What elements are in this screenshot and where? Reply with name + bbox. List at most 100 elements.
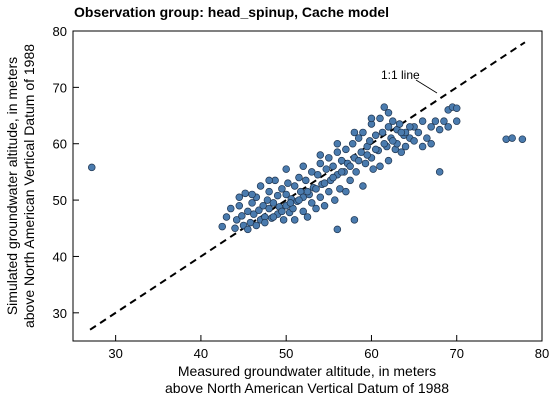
- data-point: [508, 134, 516, 142]
- reference-line-group: [89, 41, 526, 331]
- data-point: [88, 163, 96, 172]
- data-point: [354, 134, 363, 142]
- data-point: [279, 216, 288, 224]
- data-point: [303, 213, 312, 221]
- data-point: [246, 218, 255, 227]
- data-point: [367, 114, 376, 123]
- data-point: [346, 162, 354, 171]
- data-point: [414, 128, 423, 137]
- data-point: [354, 156, 363, 165]
- y-tick-label: 60: [53, 137, 67, 152]
- data-point: [273, 191, 282, 200]
- data-point: [384, 156, 393, 165]
- reference-line-leader: [415, 79, 438, 94]
- data-point: [435, 168, 444, 176]
- data-point: [278, 207, 286, 216]
- data-point: [397, 148, 406, 156]
- data-point: [329, 162, 337, 171]
- data-point: [248, 190, 256, 199]
- data-point: [238, 212, 246, 220]
- data-point: [357, 148, 365, 156]
- x-tick-label: 50: [279, 346, 293, 361]
- x-tick-label: 70: [449, 346, 463, 361]
- data-point: [322, 165, 331, 173]
- data-points: [88, 103, 527, 234]
- data-point: [232, 216, 241, 224]
- data-point: [299, 162, 307, 171]
- data-point: [444, 123, 452, 131]
- data-point: [359, 182, 367, 190]
- data-point: [350, 216, 359, 224]
- data-point: [371, 131, 380, 140]
- data-point: [325, 154, 333, 162]
- data-point: [502, 135, 510, 143]
- data-point: [435, 125, 444, 134]
- data-point: [329, 173, 337, 182]
- data-point: [406, 123, 414, 131]
- data-point: [302, 176, 310, 185]
- data-point: [265, 204, 273, 213]
- data-point: [295, 196, 303, 204]
- y-axis-label-line1: Simulated groundwater altitude, in meter…: [4, 57, 20, 315]
- y-axis-label-line2: above North American Vertical Datum of 1…: [21, 44, 37, 328]
- x-axis-label-line2: above North American Vertical Datum of 1…: [165, 380, 449, 396]
- data-point: [369, 165, 377, 173]
- data-point: [350, 128, 359, 137]
- data-point: [261, 218, 269, 227]
- y-tick-label: 80: [53, 24, 67, 39]
- data-point: [244, 225, 252, 234]
- data-point: [418, 117, 427, 125]
- data-point: [452, 104, 461, 112]
- data-point: [308, 168, 316, 176]
- data-point: [365, 137, 374, 145]
- data-point: [269, 199, 278, 207]
- y-tick-label: 50: [53, 193, 67, 208]
- data-point: [378, 128, 387, 137]
- x-tick-label: 80: [535, 346, 549, 361]
- x-tick-label: 30: [108, 346, 122, 361]
- data-point: [316, 151, 325, 159]
- data-point: [431, 117, 440, 125]
- data-point: [231, 224, 239, 233]
- data-point: [255, 206, 263, 214]
- data-point: [397, 128, 406, 137]
- data-point: [282, 165, 290, 173]
- data-point: [363, 151, 371, 159]
- data-point: [325, 187, 333, 196]
- data-point: [252, 221, 261, 230]
- reference-line-label: 1:1 line: [381, 68, 420, 82]
- data-point: [284, 179, 292, 187]
- data-point: [278, 185, 286, 193]
- data-point: [423, 134, 431, 142]
- data-point: [376, 162, 384, 171]
- data-point: [308, 199, 316, 207]
- data-point: [518, 135, 527, 143]
- data-point: [235, 201, 244, 210]
- chart-title: Observation group: head_spinup, Cache mo…: [74, 4, 389, 20]
- axis-ticks: 30 40 50 60 70 80 30 40 50 60 70 80: [53, 24, 550, 361]
- data-point: [313, 170, 322, 179]
- data-point: [241, 189, 250, 198]
- data-point: [333, 148, 342, 156]
- data-point: [427, 139, 435, 148]
- data-point: [312, 204, 320, 213]
- data-point: [348, 139, 357, 148]
- x-tick-label: 40: [194, 346, 208, 361]
- data-point: [265, 187, 273, 196]
- y-tick-label: 70: [53, 80, 67, 95]
- data-point: [248, 199, 256, 207]
- data-point: [320, 201, 329, 210]
- data-point: [389, 137, 397, 145]
- data-point: [401, 142, 410, 151]
- plot-frame: [72, 30, 543, 342]
- data-point: [316, 159, 325, 168]
- one-to-one-line: [89, 41, 526, 331]
- data-point: [218, 222, 226, 231]
- data-point: [222, 213, 231, 221]
- data-point: [244, 207, 252, 216]
- data-point: [333, 139, 342, 148]
- data-point: [312, 185, 320, 193]
- data-point: [269, 213, 278, 221]
- data-point: [359, 128, 367, 137]
